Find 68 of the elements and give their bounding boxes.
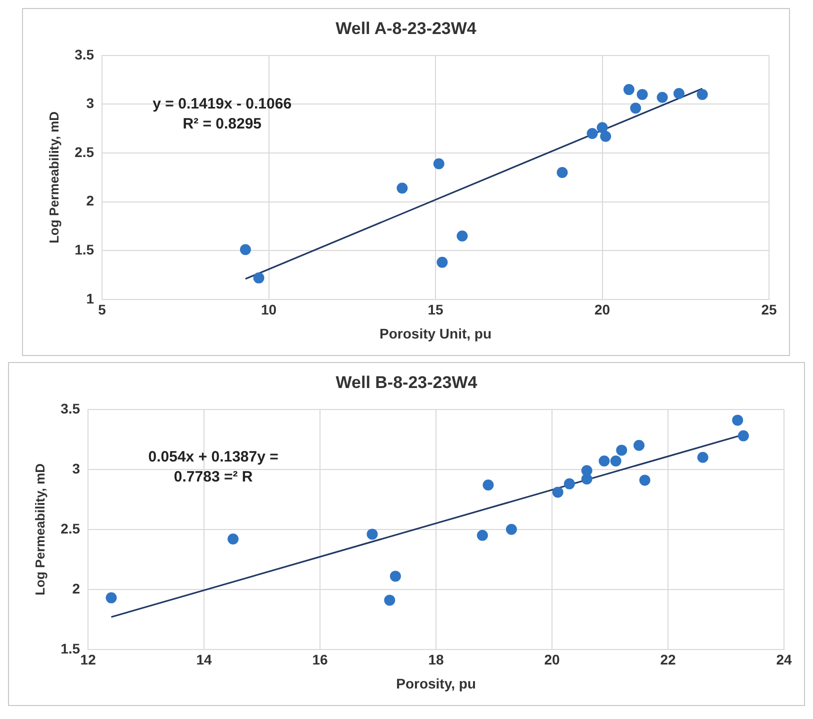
point <box>639 474 650 486</box>
point <box>482 480 494 490</box>
annotation: 0.054x + 0.1387y = <box>148 448 279 466</box>
y-tick-label: 3.5 <box>60 400 80 416</box>
y-tick-label: 3 <box>86 95 94 112</box>
point <box>506 524 517 535</box>
x-tick-label: 25 <box>761 302 777 318</box>
y-tick-label: 1.5 <box>60 640 80 656</box>
x-tick-label: 5 <box>98 302 106 318</box>
y-tick-label: 3 <box>72 460 80 476</box>
point <box>600 130 612 142</box>
point <box>433 158 444 170</box>
x-axis-title: Porosity Unit, pu <box>380 325 492 342</box>
point <box>586 128 598 139</box>
x-tick-label: 18 <box>428 652 444 668</box>
point <box>228 534 239 544</box>
point <box>630 102 642 114</box>
y-tick-label: 2.5 <box>60 520 80 536</box>
point <box>616 444 628 456</box>
point <box>556 167 568 178</box>
point <box>581 474 592 484</box>
point <box>384 594 396 606</box>
x-tick-label: 22 <box>660 652 676 668</box>
annotation: R² = 0.8295 <box>182 115 262 132</box>
point <box>610 456 622 466</box>
annotation: 0.7783 =² R <box>174 468 253 486</box>
x-tick-label: 20 <box>544 652 560 668</box>
y-tick-label: 2 <box>72 580 80 596</box>
point <box>673 88 684 99</box>
chart-title: Well B-8-23-23W4 <box>336 372 478 392</box>
point <box>396 182 408 194</box>
x-tick-label: 14 <box>196 652 212 668</box>
x-tick-label: 20 <box>594 302 610 318</box>
y-tick-label: 3.5 <box>74 46 94 62</box>
point <box>106 592 117 604</box>
y-axis-title: Log Permeability, mD <box>32 463 48 596</box>
x-tick-label: 10 <box>261 302 277 318</box>
y-axis-title: Log Permeability, mD <box>46 111 62 244</box>
point <box>366 528 378 540</box>
point <box>636 88 648 100</box>
point <box>623 84 634 96</box>
point <box>476 530 488 541</box>
point <box>240 244 251 256</box>
point <box>598 456 610 466</box>
point <box>696 88 708 100</box>
point <box>596 122 608 134</box>
x-tick-label: 12 <box>80 652 96 668</box>
point <box>738 430 749 442</box>
y-tick-label: 2 <box>86 192 94 209</box>
point <box>390 570 401 582</box>
x-axis-title: Porosity, pu <box>396 675 476 692</box>
point <box>697 452 708 463</box>
y-tick-label: 2.5 <box>74 144 94 160</box>
y-tick-label: 1 <box>86 290 94 306</box>
point <box>634 440 645 451</box>
y-tick-label: 1.5 <box>74 241 94 258</box>
point <box>456 230 468 242</box>
point <box>552 486 564 498</box>
point <box>253 272 264 284</box>
annotation: y = 0.1419x - 0.1066 <box>152 95 292 112</box>
point <box>564 478 575 490</box>
x-tick-label: 15 <box>428 302 444 318</box>
x-tick-label: 24 <box>776 652 792 668</box>
x-tick-label: 16 <box>312 652 328 668</box>
point <box>436 256 448 268</box>
point <box>732 414 744 426</box>
point <box>656 92 668 103</box>
chart-title: Well A-8-23-23W4 <box>336 18 477 38</box>
